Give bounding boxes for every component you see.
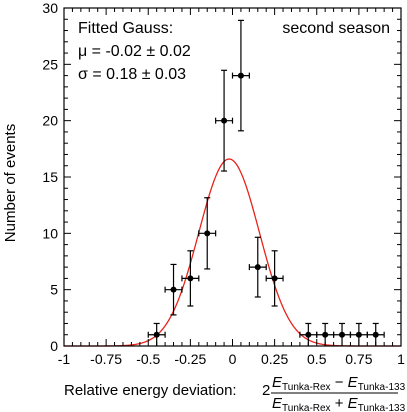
data-marker: [221, 117, 228, 124]
y-tick-label: 20: [42, 113, 58, 129]
data-marker: [339, 331, 346, 338]
gauss-fit-curve: [64, 158, 401, 347]
data-marker: [355, 331, 362, 338]
x-axis-formula-denominator: ETunka-Rex + ETunka-133: [272, 395, 406, 412]
ticks-layer: -1 -0.75 -0.5 -0.25 0 0.25 0.5 0.75 105101520253…: [42, 0, 405, 367]
y-axis-title: Number of events: [2, 124, 19, 242]
fit-title-annotation: Fitted Gauss:: [78, 20, 173, 37]
y-tick-label: 5: [50, 282, 58, 298]
fit-curve-layer: [64, 158, 401, 347]
data-marker: [237, 72, 244, 79]
data-marker: [153, 331, 160, 338]
data-point: [248, 236, 267, 298]
data-marker: [254, 264, 261, 271]
data-point: [198, 197, 217, 270]
x-tick-label: -0.25: [174, 351, 206, 367]
y-tick-label: 30: [42, 0, 58, 16]
data-point: [265, 250, 284, 307]
x-axis-title: Relative energy deviation: 2 ETunka-Rex …: [64, 374, 406, 412]
data-marker: [170, 286, 177, 293]
x-axis-title-factor: 2: [262, 382, 270, 399]
x-tick-label: -0.75: [90, 351, 122, 367]
data-point: [215, 69, 234, 172]
data-point: [299, 322, 318, 346]
y-tick-label: 25: [42, 56, 58, 72]
data-point: [231, 19, 250, 132]
x-axis-title-text: Relative energy deviation:: [64, 382, 237, 399]
sigma-annotation: σ = 0.18 ± 0.03: [78, 66, 186, 83]
x-tick-label: 1: [397, 351, 405, 367]
x-tick-label: 0.75: [345, 351, 372, 367]
data-marker: [305, 331, 312, 338]
data-point: [181, 250, 200, 307]
y-tick-label: 0: [50, 338, 58, 354]
y-tick-label: 10: [42, 225, 58, 241]
mu-annotation: μ = -0.02 ± 0.02: [78, 43, 191, 60]
data-point: [164, 263, 183, 316]
data-marker: [271, 275, 278, 282]
y-tick-label: 15: [42, 169, 58, 185]
x-tick-label: 0.5: [307, 351, 327, 367]
x-tick-label: 0.25: [261, 351, 288, 367]
data-marker: [372, 331, 379, 338]
x-tick-label: -1: [58, 351, 71, 367]
x-axis-formula-numerator: ETunka-Rex − ETunka-133: [272, 374, 406, 393]
data-marker: [322, 331, 329, 338]
data-marker: [204, 230, 211, 237]
data-marker: [187, 275, 194, 282]
season-annotation: second season: [282, 20, 390, 37]
x-tick-label: -0.5: [136, 351, 160, 367]
x-tick-label: 0: [229, 351, 237, 367]
